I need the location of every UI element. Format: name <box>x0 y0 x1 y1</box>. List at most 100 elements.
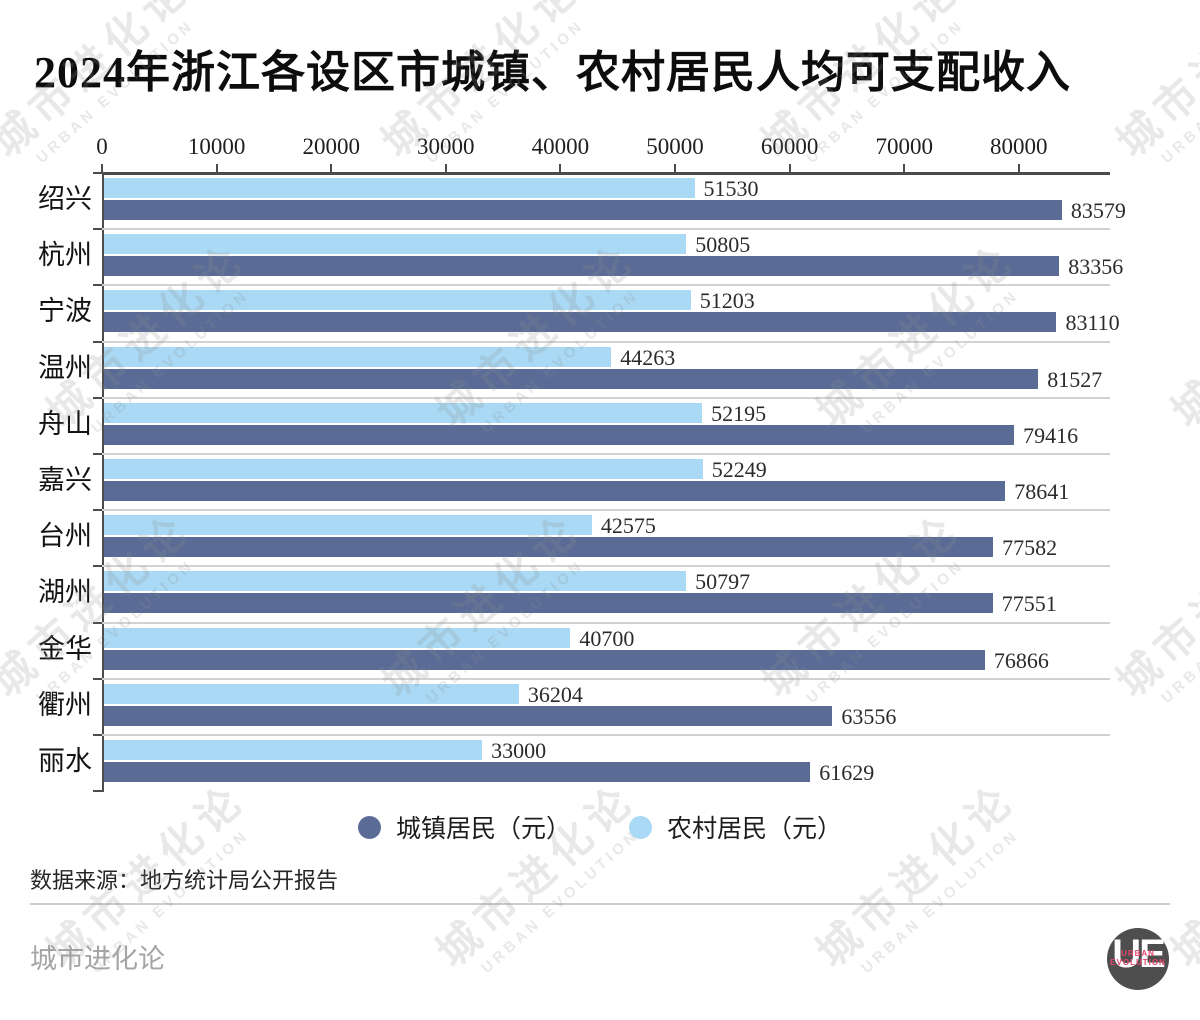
category-label: 宁波 <box>38 296 92 327</box>
urban-legend-dot <box>357 815 381 839</box>
bar-urban <box>104 312 1057 333</box>
value-label-rural: 52195 <box>711 400 767 426</box>
value-label-rural: 50797 <box>695 569 751 595</box>
bar-urban <box>104 481 1006 501</box>
legend: 城镇居民（元） 农村居民（元） <box>0 804 1200 850</box>
bar-rural <box>104 571 687 592</box>
x-tick-label: 20000 <box>302 134 360 159</box>
y-tick-mark <box>93 734 102 736</box>
x-tick-mark <box>903 164 906 173</box>
x-tick-mark <box>215 164 218 173</box>
bar-urban <box>104 256 1060 277</box>
y-tick-mark <box>93 396 102 399</box>
legend-item-rural: 农村居民（元） <box>629 809 842 845</box>
y-tick-mark <box>93 284 102 287</box>
brand-name: 城市进化论 <box>30 944 165 974</box>
value-label-rural: 44263 <box>620 344 676 370</box>
x-tick-label: 10000 <box>187 134 246 159</box>
category-label: 杭州 <box>38 240 92 271</box>
bar-urban <box>104 762 811 782</box>
bar-urban <box>104 649 985 670</box>
bar-rural <box>104 346 612 367</box>
bar-urban <box>104 593 993 614</box>
value-label-rural: 52249 <box>711 457 767 482</box>
category-label: 温州 <box>38 352 92 383</box>
value-label-urban: 63556 <box>841 703 897 729</box>
x-tick-mark <box>559 164 562 173</box>
footer-divider <box>30 903 1170 905</box>
value-label-urban: 77582 <box>1002 535 1058 561</box>
separator-line <box>102 565 1110 568</box>
bar-rural <box>104 178 695 198</box>
value-label-urban: 83110 <box>1065 310 1120 336</box>
bar-rural <box>104 515 592 536</box>
value-label-rural: 51530 <box>703 176 759 201</box>
legend-item-urban: 城镇居民（元） <box>357 809 571 845</box>
value-label-urban: 79416 <box>1023 422 1079 448</box>
logo-subtext: URBAN EVOLUTION <box>1110 949 1166 967</box>
x-tick-label: 80000 <box>990 134 1048 159</box>
x-tick-label: 50000 <box>646 134 704 159</box>
value-label-urban: 83579 <box>1070 198 1126 223</box>
value-label-rural: 50805 <box>695 232 751 258</box>
separator-line <box>102 340 1110 343</box>
y-tick-mark <box>93 340 102 343</box>
x-tick-label: 40000 <box>531 134 590 159</box>
urban-legend-label: 城镇居民（元） <box>395 816 571 843</box>
value-label-urban: 76866 <box>993 647 1049 673</box>
bar-rural <box>104 402 703 423</box>
value-label-urban: 77551 <box>1001 591 1057 617</box>
bar-rural <box>104 683 519 704</box>
separator-line <box>102 734 1110 736</box>
x-tick-label: 70000 <box>875 134 933 159</box>
x-tick-mark <box>788 164 791 173</box>
category-label: 台州 <box>38 521 92 552</box>
y-tick-mark <box>93 228 102 231</box>
bar-urban <box>104 368 1039 389</box>
category-label: 湖州 <box>38 577 92 608</box>
bar-rural <box>104 290 691 311</box>
category-label: 舟山 <box>38 408 92 439</box>
category-label: 衢州 <box>38 689 92 720</box>
y-tick-mark <box>93 677 102 680</box>
x-tick-mark <box>444 164 447 173</box>
x-tick-label: 60000 <box>760 134 819 159</box>
value-label-urban: 81527 <box>1047 366 1103 392</box>
value-label-urban: 78641 <box>1014 479 1070 504</box>
y-tick-mark <box>93 509 102 512</box>
y-tick-mark <box>93 790 102 793</box>
bar-rural <box>104 627 571 648</box>
value-label-rural: 51203 <box>699 288 755 314</box>
value-label-urban: 83356 <box>1068 254 1124 280</box>
category-label: 嘉兴 <box>38 465 92 495</box>
bar-urban <box>104 537 994 558</box>
value-label-rural: 42575 <box>600 513 656 539</box>
category-label: 丽水 <box>38 746 92 776</box>
separator-line <box>102 284 1110 287</box>
x-tick-mark <box>674 164 676 173</box>
category-label: 金华 <box>38 633 92 664</box>
bar-rural <box>104 740 483 760</box>
value-label-rural: 40700 <box>579 625 635 651</box>
separator-line <box>102 509 1110 512</box>
x-tick-label: 0 <box>96 134 108 159</box>
rural-legend-label: 农村居民（元） <box>667 816 843 843</box>
x-tick-mark <box>101 164 103 173</box>
value-label-urban: 61629 <box>819 760 875 785</box>
chart-title: 2024年浙江各设区市城镇、农村居民人均可支配收入 <box>34 48 1071 97</box>
x-axis-line <box>102 172 1110 175</box>
logo-monogram: UE <box>1112 932 1166 976</box>
y-tick-mark <box>93 565 102 568</box>
x-tick-label: 30000 <box>417 134 475 159</box>
urban-evolution-logo: UE URBAN EVOLUTION <box>1107 928 1169 990</box>
y-tick-mark <box>93 453 102 455</box>
y-tick-mark <box>93 172 102 174</box>
bar-urban <box>104 705 833 726</box>
bar-rural <box>104 234 687 255</box>
bar-rural <box>104 459 703 479</box>
separator-line <box>102 453 1110 455</box>
bar-urban <box>104 424 1015 445</box>
category-label: 绍兴 <box>38 184 92 214</box>
value-label-rural: 36204 <box>527 681 583 707</box>
